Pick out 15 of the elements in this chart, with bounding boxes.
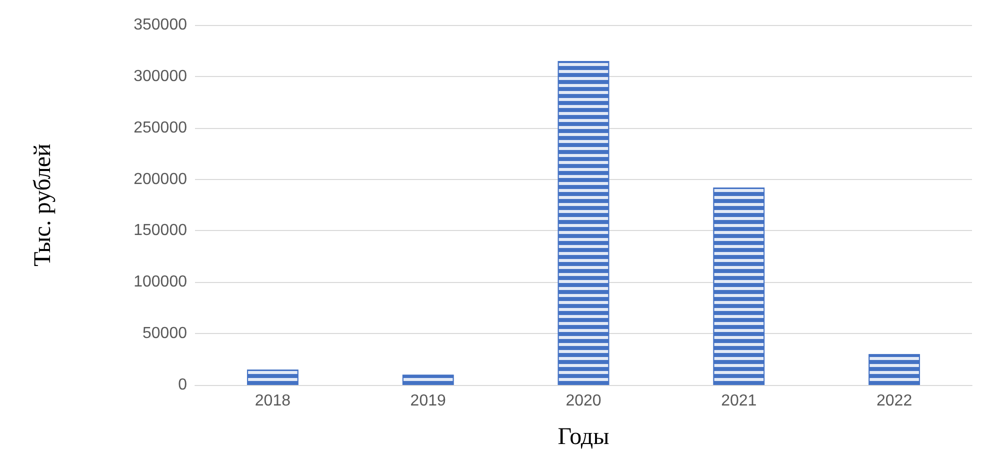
x-tick-label: 2020: [566, 392, 602, 410]
x-tick-label: 2021: [721, 392, 757, 410]
y-tick-label: 50000: [142, 325, 188, 342]
y-axis-title: Тыс. рублей: [30, 144, 56, 266]
y-tick-label: 250000: [134, 119, 188, 136]
y-tick-label: 300000: [134, 68, 188, 85]
x-tick-label: 2019: [410, 392, 446, 410]
x-axis-title: Годы: [558, 424, 610, 450]
y-tick-label: 150000: [134, 222, 188, 240]
y-tick-label: 0: [178, 376, 188, 394]
y-tick-label: 100000: [134, 274, 188, 291]
y-tick-label: 350000: [134, 16, 188, 34]
x-tick-label: 2018: [254, 392, 291, 410]
y-tick-label: 200000: [134, 170, 188, 188]
x-tick-label: 2022: [876, 392, 912, 410]
